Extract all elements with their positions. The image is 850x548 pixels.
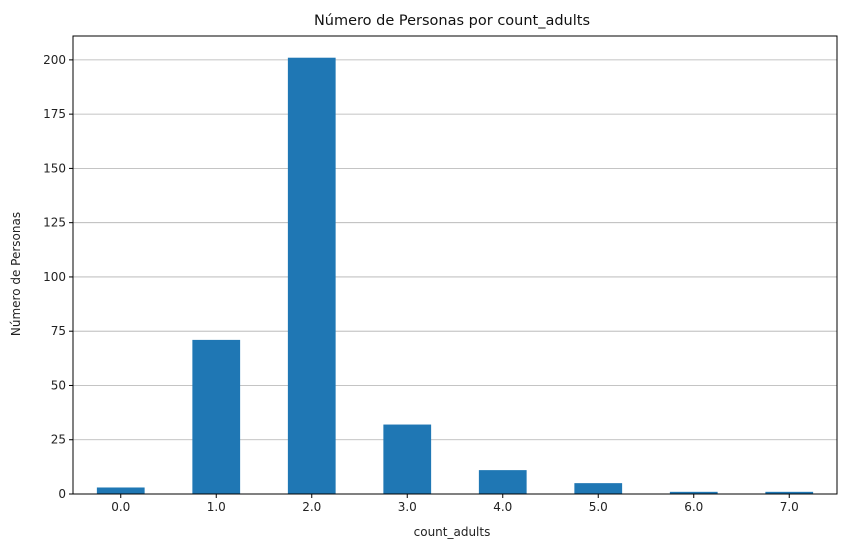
y-tick-label: 175 <box>43 107 66 121</box>
bar <box>192 339 241 494</box>
x-tick-label: 7.0 <box>780 500 799 514</box>
grid-lines <box>73 59 837 495</box>
bar <box>765 491 814 494</box>
x-tick-label: 2.0 <box>302 500 321 514</box>
y-tick-label: 0 <box>58 487 66 501</box>
y-tick-label: 125 <box>43 216 66 230</box>
bar <box>383 424 432 494</box>
y-tick-label: 75 <box>51 324 66 338</box>
x-tick-label: 0.0 <box>111 500 130 514</box>
y-tick-label: 150 <box>43 161 66 175</box>
y-axis-label: Número de Personas <box>9 212 23 336</box>
chart-title: Número de Personas por count_adults <box>314 13 590 29</box>
x-tick-label: 3.0 <box>398 500 417 514</box>
y-axis-ticks: 0 25 50 75 100 125 150 175 200 <box>43 53 73 501</box>
bars <box>96 57 814 494</box>
bar <box>96 487 145 494</box>
y-tick-label: 100 <box>43 270 66 284</box>
x-tick-label: 1.0 <box>207 500 226 514</box>
plot-frame <box>72 35 838 495</box>
bar <box>287 57 336 494</box>
x-tick-label: 5.0 <box>589 500 608 514</box>
bar <box>669 491 718 494</box>
y-tick-label: 200 <box>43 53 66 67</box>
bar <box>574 483 623 494</box>
y-tick-label: 25 <box>51 433 66 447</box>
bar <box>478 470 527 494</box>
x-axis-label: count_adults <box>414 525 491 539</box>
y-tick-label: 50 <box>51 378 66 392</box>
x-tick-label: 6.0 <box>684 500 703 514</box>
x-tick-label: 4.0 <box>493 500 512 514</box>
x-axis-ticks: 0.0 1.0 2.0 3.0 4.0 5.0 6.0 7.0 <box>111 494 799 514</box>
